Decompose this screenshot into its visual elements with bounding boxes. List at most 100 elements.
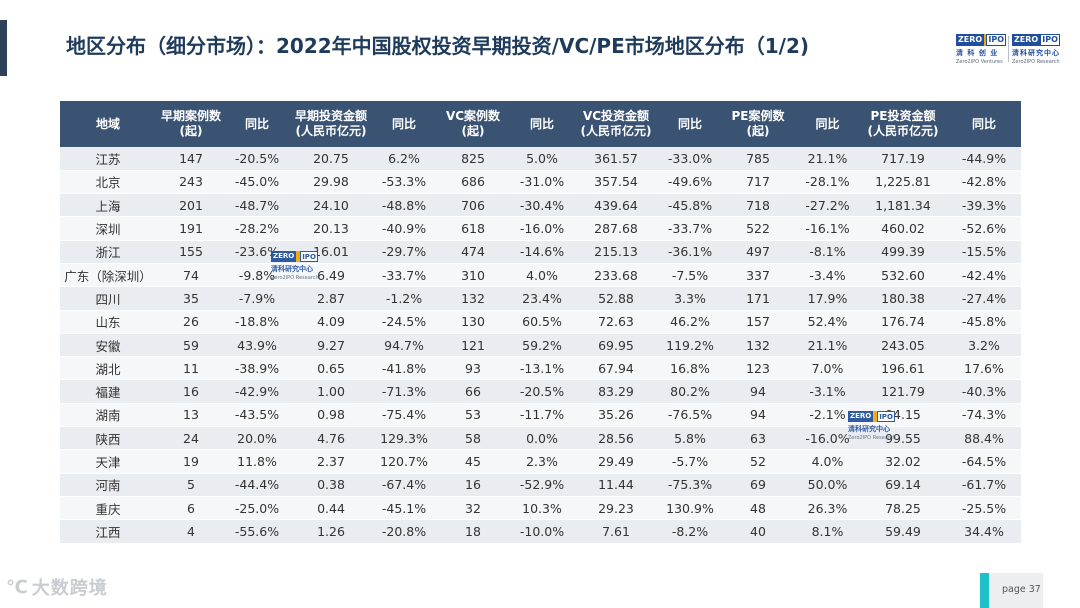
region-cell: 广东（除深圳）: [60, 263, 156, 288]
table-cell: -25.0%: [226, 496, 288, 521]
table-cell: 34.4%: [947, 519, 1021, 544]
table-cell: -20.5%: [512, 379, 572, 404]
table-cell: 1,225.81: [859, 170, 947, 195]
region-cell: 河南: [60, 473, 156, 497]
table-cell: 80.2%: [660, 379, 720, 404]
table-cell: 4.76: [288, 426, 374, 451]
table-header-cell: 同比: [374, 101, 434, 147]
table-cell: 522: [720, 216, 796, 241]
table-row: 江苏 147 -20.5% 20.75 6.2% 825 5.0% 361.57 -33.0% 7…: [60, 147, 1021, 171]
table-cell: -28.2%: [226, 216, 288, 241]
table-cell: 618: [434, 216, 512, 241]
zero2ipo-logo: ZERO IPO: [1012, 34, 1060, 46]
table-cell: -41.8%: [374, 356, 434, 381]
table-cell: 2.3%: [512, 449, 572, 474]
table-row: 浙江 155 -23.6% 16.01 -29.7% 474 -14.6% 215.13 -36…: [60, 240, 1021, 264]
table-cell: 21.1%: [796, 147, 859, 171]
region-cell: 山东: [60, 310, 156, 334]
table-header-cell: VC投资金额 (人民币亿元): [572, 101, 660, 147]
brand-logo-ventures: ZERO IPO 清 科 创 业 Zero2IPO Ventures: [956, 34, 1006, 65]
region-cell: 天津: [60, 449, 156, 474]
table-cell: 13: [156, 403, 226, 428]
table-cell: 21.1%: [796, 333, 859, 358]
table-cell: 1.26: [288, 519, 374, 544]
table-cell: 10.3%: [512, 496, 572, 521]
table-header-cell: 早期案例数 (起): [156, 101, 226, 147]
zero2ipo-logo: ZERO IPO: [956, 34, 1006, 46]
table-cell: -48.7%: [226, 193, 288, 218]
table-cell: -3.4%: [796, 263, 859, 288]
table-cell: 28.56: [572, 426, 660, 451]
table-cell: -67.4%: [374, 473, 434, 497]
table-cell: 4.0%: [512, 263, 572, 288]
table-cell: 20.13: [288, 216, 374, 241]
table-cell: -39.3%: [947, 193, 1021, 218]
watermark-logo: ZERO IPO 清科研究中心 Zero2IPO Research: [848, 411, 896, 441]
table-cell: 94: [720, 379, 796, 404]
table-cell: -75.3%: [660, 473, 720, 497]
table-cell: 825: [434, 147, 512, 171]
table-cell: 310: [434, 263, 512, 288]
table-header-cell: 同比: [947, 101, 1021, 147]
table-cell: 48: [720, 496, 796, 521]
table-cell: 88.4%: [947, 426, 1021, 451]
table-cell: 718: [720, 193, 796, 218]
table-cell: -45.1%: [374, 496, 434, 521]
table-row: 深圳 191 -28.2% 20.13 -40.9% 618 -16.0% 287.68 -33…: [60, 216, 1021, 241]
table-cell: 1,181.34: [859, 193, 947, 218]
table-row: 河南 5 -44.4% 0.38 -67.4% 16 -52.9% 11.44 -75.3% 69…: [60, 473, 1021, 497]
table-row: 四川 35 -7.9% 2.87 -1.2% 132 23.4% 52.88 3.3% 171 17…: [60, 286, 1021, 311]
table-row: 重庆 6 -25.0% 0.44 -45.1% 32 10.3% 29.23 130.9% 48 2…: [60, 496, 1021, 521]
table-cell: -45.8%: [947, 310, 1021, 334]
table-row: 江西 4 -55.6% 1.26 -20.8% 18 -10.0% 7.61 -8.2% 40 8.…: [60, 519, 1021, 544]
table-cell: 119.2%: [660, 333, 720, 358]
table-row: 北京 243 -45.0% 29.98 -53.3% 686 -31.0% 357.54 -49…: [60, 170, 1021, 195]
region-cell: 上海: [60, 193, 156, 218]
table-cell: -8.1%: [796, 240, 859, 264]
page-title: 地区分布（细分市场）：2022年中国股权投资早期投资/VC/PE市场地区分布（1…: [66, 34, 810, 58]
table-cell: 180.38: [859, 286, 947, 311]
table-cell: 157: [720, 310, 796, 334]
table-cell: -71.3%: [374, 379, 434, 404]
table-cell: 26.3%: [796, 496, 859, 521]
table-cell: 53: [434, 403, 512, 428]
table-cell: 93: [434, 356, 512, 381]
table-cell: -42.8%: [947, 170, 1021, 195]
table-cell: 717: [720, 170, 796, 195]
table-cell: -64.5%: [947, 449, 1021, 474]
table-cell: 4.09: [288, 310, 374, 334]
table-row: 上海 201 -48.7% 24.10 -48.8% 706 -30.4% 439.64 -45…: [60, 193, 1021, 218]
table-cell: 532.60: [859, 263, 947, 288]
table-cell: 16: [156, 379, 226, 404]
region-distribution-table: 地域 早期案例数 (起) 同比 早期投资金额 (人民币亿元) 同比 VC案例数 (起) 同比 VC投…: [60, 101, 1021, 544]
table-cell: 17.6%: [947, 356, 1021, 381]
table-header-cell: 地域: [60, 101, 156, 147]
table-cell: 6.49: [288, 263, 374, 288]
table-cell: 99.55: [859, 426, 947, 451]
table-cell: -40.3%: [947, 379, 1021, 404]
table-cell: 0.44: [288, 496, 374, 521]
table-cell: 171: [720, 286, 796, 311]
table-cell: -44.4%: [226, 473, 288, 497]
table-cell: 16: [434, 473, 512, 497]
table-cell: 18: [434, 519, 512, 544]
table-cell: -29.7%: [374, 240, 434, 264]
region-cell: 重庆: [60, 496, 156, 521]
brand-icon: ℃: [6, 576, 28, 598]
table-cell: -74.3%: [947, 403, 1021, 428]
region-cell: 深圳: [60, 216, 156, 241]
table-cell: 20.0%: [226, 426, 288, 451]
table-cell: -31.0%: [512, 170, 572, 195]
region-cell: 江西: [60, 519, 156, 544]
page-number: page 37: [1002, 584, 1041, 595]
table-row: 天津 19 11.8% 2.37 120.7% 45 2.3% 29.49 -5.7% 52 4.0…: [60, 449, 1021, 474]
watermark-logo: ZERO IPO 清科研究中心 Zero2IPO Research: [271, 251, 319, 281]
table-row: 广东（除深圳） 74 -9.8% 6.49 -33.7% 310 4.0% 233.68 -7.…: [60, 263, 1021, 288]
table-cell: 439.64: [572, 193, 660, 218]
table-row: 湖南 13 -43.5% 0.98 -75.4% 53 -11.7% 35.26 -76.5% 9…: [60, 403, 1021, 428]
table-cell: -1.2%: [374, 286, 434, 311]
table-cell: 32.02: [859, 449, 947, 474]
table-cell: 26: [156, 310, 226, 334]
table-cell: 196.61: [859, 356, 947, 381]
table-cell: -7.5%: [660, 263, 720, 288]
